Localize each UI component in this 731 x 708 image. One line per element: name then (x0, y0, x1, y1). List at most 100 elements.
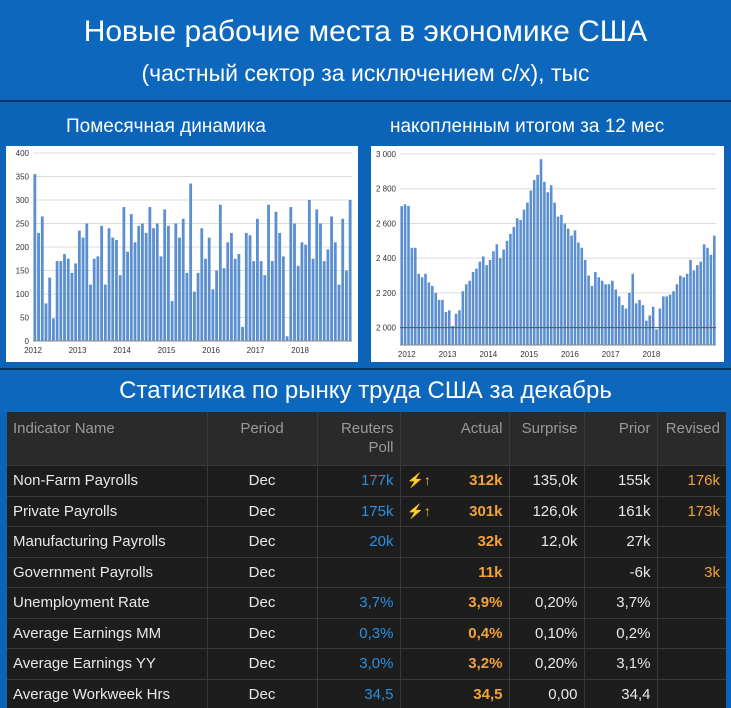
page-subtitle: (частный сектор за исключением с/х), тыс (141, 60, 590, 86)
col-revised[interactable]: Revised (657, 412, 726, 466)
bar (566, 228, 570, 345)
bar (152, 228, 155, 341)
bar (51, 318, 55, 341)
actual-value: 0,4% (468, 624, 503, 642)
bar (248, 235, 252, 341)
bar (509, 233, 512, 345)
bar (699, 261, 703, 345)
bar (515, 218, 519, 345)
bar (252, 261, 256, 341)
y-tick-label: 400 (16, 149, 30, 158)
bar (672, 291, 675, 345)
revised-cell (657, 526, 726, 558)
bar (441, 299, 444, 345)
bar (617, 296, 621, 345)
bar (481, 256, 485, 345)
bar (322, 261, 326, 341)
bar (580, 247, 584, 345)
col-reuters-poll[interactable]: Reuters Poll (317, 412, 401, 466)
table-row[interactable]: Unemployment Rate Dec 3,7% 3,9% 0,20% 3,7% (7, 587, 726, 619)
surprise-cell (509, 557, 585, 588)
bar (634, 303, 638, 345)
period-cell: Dec (207, 526, 318, 558)
bar (444, 312, 448, 345)
bar (570, 235, 573, 345)
reuters-poll-cell: 0,3% (317, 618, 401, 649)
revised-cell (657, 587, 726, 619)
bar (662, 296, 665, 345)
bar (464, 284, 468, 345)
bar (471, 272, 475, 345)
table-header-row: Indicator Name Period Reuters Poll Actual… (7, 412, 726, 466)
period-cell: Dec (207, 648, 318, 680)
y-tick-label: 2 600 (376, 219, 397, 228)
actual-value: 301k (469, 502, 503, 520)
table-row[interactable]: Average Earnings MM Dec 0,3% 0,4% 0,10% 0,2% (7, 618, 726, 649)
bar (66, 258, 70, 341)
bar (118, 275, 122, 341)
prior-cell: 3,7% (584, 587, 658, 619)
bar (181, 218, 185, 341)
table-row[interactable]: Government Payrolls Dec 11k -6k 3k (7, 557, 726, 588)
reuters-poll-cell: 175k (317, 496, 401, 527)
surprise-cell: 0,20% (509, 587, 585, 619)
cumulative-chart: 2 000 2 200 2 400 2 600 2 800 3 000 2012 2013 20… (371, 146, 724, 362)
bar (604, 284, 607, 345)
col-period[interactable]: Period (207, 412, 318, 466)
bar (311, 258, 315, 341)
bar (713, 235, 716, 345)
bar (337, 284, 341, 341)
bar (256, 218, 259, 341)
bar (204, 258, 207, 341)
x-tick-label: 2017 (602, 350, 620, 359)
table-row[interactable]: Non-Farm Payrolls Dec 177k ⚡↑ 312k 135,0k 155k… (7, 465, 726, 497)
bar (137, 225, 141, 341)
reuters-poll-cell: 177k (317, 465, 401, 497)
bar (89, 284, 92, 341)
bar (682, 277, 686, 345)
divider (0, 100, 731, 102)
indicator-name: Average Earnings MM (7, 618, 208, 649)
col-actual[interactable]: Actual (400, 412, 510, 466)
prior-cell: 27k (584, 526, 658, 558)
bar (532, 180, 536, 345)
table-row[interactable]: Private Payrolls Dec 175k ⚡↑ 301k 126,0k 161k 1… (7, 496, 726, 527)
period-cell: Dec (207, 618, 318, 649)
actual-value: 34,5 (473, 685, 503, 703)
bar (126, 251, 129, 341)
table-row[interactable]: Average Workweek Hrs Dec 34,5 34,5 0,00 34,4 (7, 679, 726, 708)
bar (702, 244, 706, 345)
bar (485, 265, 488, 345)
x-tick-label: 2015 (158, 346, 176, 355)
prior-cell: 0,2% (584, 618, 658, 649)
col-prior[interactable]: Prior (584, 412, 658, 466)
bar (706, 247, 709, 345)
actual-cell: 11k (400, 557, 510, 588)
bar (563, 223, 567, 345)
x-tick-label: 2016 (561, 350, 579, 359)
bar (665, 296, 669, 345)
surprise-cell: 0,00 (509, 679, 585, 708)
actual-cell: ⚡↑ 301k (400, 496, 510, 527)
bar (129, 214, 133, 341)
revised-cell: 173k (657, 496, 726, 527)
bar (685, 273, 689, 345)
x-tick-label: 2012 (398, 350, 416, 359)
col-surprise[interactable]: Surprise (509, 412, 585, 466)
bar (505, 240, 509, 345)
surprise-cell: 0,10% (509, 618, 585, 649)
bar (424, 273, 427, 345)
reuters-poll-cell: 20k (317, 526, 401, 558)
table-row[interactable]: Average Earnings YY Dec 3,0% 3,2% 0,20% 3,1% (7, 648, 726, 680)
bar (44, 303, 48, 341)
bar (81, 237, 85, 341)
bar (546, 192, 550, 345)
bar (403, 204, 407, 345)
bar (512, 226, 516, 345)
table-row[interactable]: Manufacturing Payrolls Dec 20k 32k 12,0k 27k (7, 526, 726, 558)
col-indicator[interactable]: Indicator Name (7, 412, 208, 466)
bar (417, 273, 420, 345)
y-tick-label: 50 (20, 314, 29, 323)
bar (274, 211, 278, 341)
y-tick-label: 2 400 (376, 254, 397, 263)
